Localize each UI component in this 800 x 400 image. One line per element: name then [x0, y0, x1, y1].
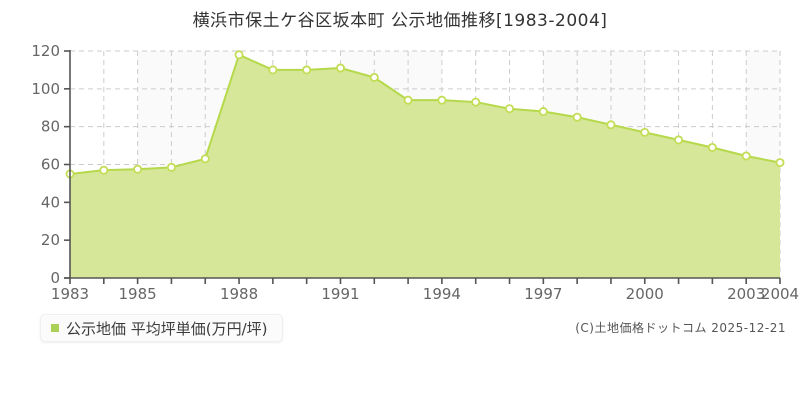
- svg-text:2004: 2004: [761, 285, 799, 303]
- svg-text:2003: 2003: [727, 285, 765, 303]
- svg-text:1985: 1985: [119, 285, 157, 303]
- svg-text:2000: 2000: [626, 285, 664, 303]
- svg-text:0: 0: [50, 269, 60, 287]
- svg-text:40: 40: [41, 193, 60, 211]
- svg-text:1988: 1988: [220, 285, 258, 303]
- chart-title: 横浜市保土ケ谷区坂本町 公示地価推移[1983-2004]: [192, 11, 608, 31]
- legend[interactable]: 公示地価 平均坪単価(万円/坪): [40, 314, 283, 342]
- svg-text:100: 100: [31, 80, 60, 98]
- svg-text:1991: 1991: [321, 285, 359, 303]
- series-markers: [65, 50, 785, 179]
- legend-label: 公示地価 平均坪単価(万円/坪): [66, 319, 268, 338]
- svg-text:1994: 1994: [423, 285, 461, 303]
- series-line: [69, 53, 781, 175]
- y-axis-tick-labels: 0 20 40 60 80 100 120: [31, 42, 60, 287]
- svg-text:60: 60: [41, 156, 60, 174]
- svg-text:1997: 1997: [524, 285, 562, 303]
- legend-swatch-icon: [51, 324, 59, 332]
- axis-lines: [64, 50, 781, 284]
- series-area-fill: [70, 54, 780, 278]
- svg-text:80: 80: [41, 118, 60, 136]
- svg-text:1983: 1983: [51, 285, 89, 303]
- copyright-credit: (C)土地価格ドットコム 2025-12-21: [575, 321, 786, 335]
- svg-text:20: 20: [41, 231, 60, 249]
- svg-text:120: 120: [31, 42, 60, 60]
